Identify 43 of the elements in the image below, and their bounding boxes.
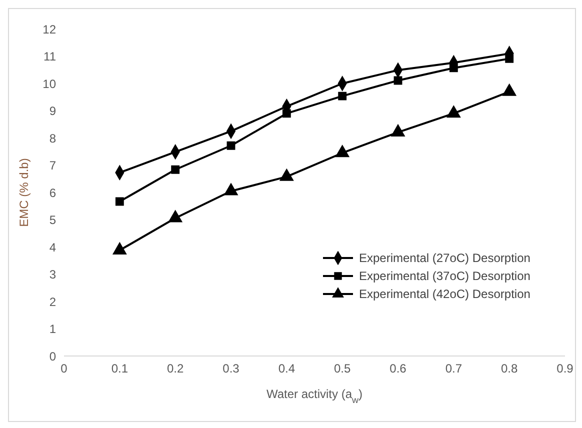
point [446, 106, 461, 118]
point [115, 197, 124, 206]
point [335, 145, 350, 158]
y-tick-label: 4 [49, 240, 56, 254]
y-axis-title: EMC (% d.b) [17, 158, 31, 227]
y-tick-label: 0 [49, 349, 56, 364]
x-tick-label: 0 [60, 362, 68, 376]
point [168, 210, 182, 222]
y-tick-label: 6 [49, 186, 56, 200]
y-tick-label: 3 [49, 268, 56, 282]
x-axis-title: Water activity (a$_{w}$) [266, 387, 363, 405]
y-tick-label: 5 [49, 213, 56, 228]
x-tick-label: 0.6 [390, 362, 407, 376]
y-tick-label: 12 [42, 22, 56, 36]
point [171, 165, 180, 174]
y-tick-label: 9 [49, 104, 56, 118]
point [112, 242, 127, 254]
y-tick-label: 2 [49, 294, 56, 309]
x-tick-label: 0.9 [556, 362, 574, 376]
legend-label: Experimental (37oC) Desorption [359, 269, 530, 283]
point [282, 109, 291, 118]
point [505, 54, 514, 63]
y-tick-label: 1 [49, 322, 56, 336]
x-tick-label: 0.5 [334, 362, 351, 376]
y-tick-label: 10 [42, 76, 56, 91]
x-tick-label: 0.1 [111, 362, 128, 376]
x-tick-label: 0.8 [500, 362, 518, 376]
point [449, 64, 458, 72]
point [391, 124, 405, 136]
legend-label: Experimental (27oC) Desorption [359, 251, 530, 265]
legend-label: Experimental (42oC) Desorption [359, 287, 530, 301]
point [224, 183, 238, 196]
point [338, 92, 347, 100]
y-tick-label: 11 [44, 50, 56, 64]
x-tick-label: 0.4 [278, 362, 296, 376]
y-tick-label: 7 [49, 158, 56, 173]
x-tick-label: 0.2 [166, 362, 184, 376]
point [226, 141, 236, 150]
y-tick-label: 8 [49, 131, 56, 146]
x-tick-label: 0.7 [445, 362, 462, 376]
point [394, 76, 402, 85]
point [280, 168, 294, 181]
x-tick-label: 0.3 [222, 362, 240, 376]
